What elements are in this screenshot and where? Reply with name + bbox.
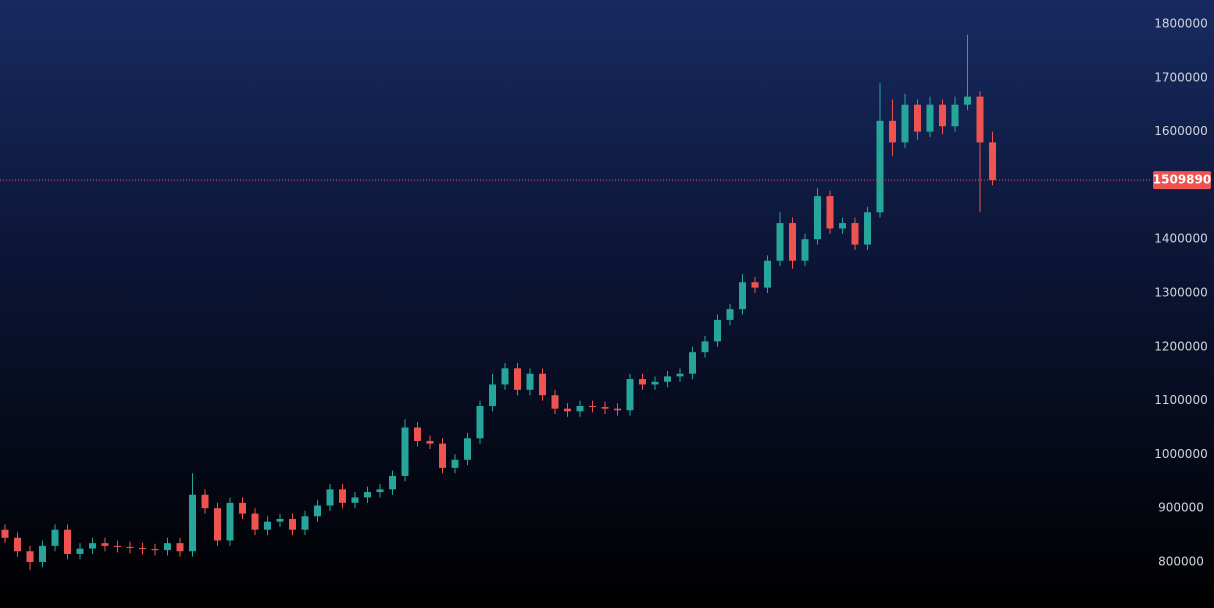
candle-body [539,373,546,396]
candle-body [464,438,471,460]
candle-body [1,529,9,538]
candle-body [914,104,921,132]
candle-body [589,405,596,408]
candle-body [864,212,871,245]
candle-body [639,379,646,385]
candle-body [214,508,221,541]
y-tick-label: 1800000 [1154,16,1207,30]
candle-body [251,513,259,530]
candle-body [126,546,134,549]
candle-body [951,104,959,127]
y-tick-label: 1600000 [1154,124,1207,138]
candle-body [926,104,934,132]
candle-body [389,475,396,490]
candle-body [264,521,271,530]
y-tick-label: 1100000 [1154,393,1207,407]
y-tick-label: 1400000 [1154,232,1207,246]
candle-body [564,408,571,412]
candle-body [64,529,71,554]
candle-body [676,373,684,377]
candle-body [901,104,909,143]
candle-body [176,543,184,552]
candle-body [551,395,559,409]
candle-body [239,502,246,514]
candle-body [226,502,234,541]
candle-body [651,381,659,385]
candle-body [851,223,859,245]
candle-body [426,440,434,444]
last-price-label: 1509890 [1153,173,1211,187]
candle-body [601,407,609,409]
candle-body [276,518,284,522]
candle-body [889,120,896,143]
candle-body [751,282,759,288]
last-price-box [1153,171,1211,190]
candle-body [614,408,621,411]
candle-body [189,494,196,552]
candle-body [451,459,459,468]
candle-body [939,104,946,127]
candle-body [351,497,359,503]
y-tick-label: 1700000 [1154,70,1207,84]
candle-body [814,196,821,240]
candle-body [326,489,334,506]
candle-body [364,492,371,498]
candle-body [339,489,346,503]
candle-body [151,549,159,551]
candle-body [501,368,509,385]
candle-body [414,427,421,441]
y-tick-label: 1200000 [1154,339,1207,353]
candle-body [789,223,796,261]
candle-body [476,405,484,439]
candle-body [714,319,721,342]
candle-body [289,518,296,530]
candle-body [201,494,209,509]
candle-body [826,196,834,229]
candle-body [39,545,46,563]
candle-body [26,551,34,563]
candle-body [764,260,771,288]
candle-body [689,352,696,374]
candle-body [839,223,846,229]
candle-body [576,405,584,412]
candle-body [314,505,321,517]
candle-body [739,282,746,310]
candle-body [89,543,96,549]
y-tick-label: 1300000 [1154,285,1207,299]
candle-body [439,443,446,468]
candle-body [401,427,409,476]
candle-body [801,239,809,261]
candle-body [626,379,634,411]
candle-body [376,489,384,493]
candle-body [51,529,59,546]
y-tick-label: 1000000 [1154,447,1207,461]
y-tick-label: 800000 [1158,555,1204,569]
candle-body [14,537,21,552]
candle-body [139,548,146,550]
candle-body [489,384,496,406]
candle-body [976,96,984,143]
candle-body [726,309,734,320]
candle-body [301,516,309,530]
candle-body [526,373,534,390]
candle-body [876,120,884,213]
y-tick-label: 900000 [1158,501,1204,515]
candle-body [164,543,171,551]
candle-body [664,376,671,382]
candle-body [989,142,996,181]
candle-body [76,548,84,554]
candle-body [114,545,121,547]
candle-body [964,96,971,105]
candle-body [701,341,709,353]
candle-body [776,223,784,261]
candle-body [514,368,521,390]
candle-body [101,543,109,546]
